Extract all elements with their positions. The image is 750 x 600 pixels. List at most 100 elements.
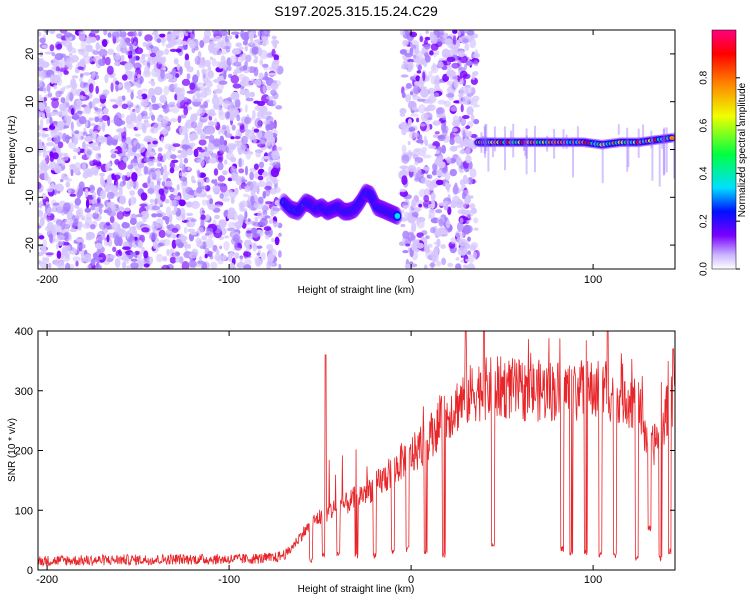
spectrogram-noise-cell [43,97,48,102]
spectrogram-noise-cell [80,253,86,263]
spectrogram-noise-cell [92,146,101,151]
spectrogram-noise-cell [432,52,437,58]
spectrogram-noise-cell [462,38,469,44]
spectrogram-noise-cell [261,30,270,37]
spectrogram-noise-cell [168,101,176,105]
spectrogram-smear [658,140,661,187]
spectrogram-smear [480,132,483,153]
spectrogram-noise-cell [140,210,150,220]
spectrogram-noise-cell [266,138,271,146]
spectrogram-noise-cell [104,184,111,193]
spectrogram-noise-cell [232,71,238,76]
spectrogram-noise-cell [142,116,151,120]
spectrogram-noise-cell [449,145,458,152]
spectrogram-noise-cell [85,212,93,220]
spectrogram-noise-cell [38,102,46,112]
spectrogram-noise-cell [430,32,435,42]
spectrogram-noise-cell [446,156,452,164]
spectrogram-noise-cell [60,220,66,230]
spectrogram-smear [484,138,487,158]
spectrogram-noise-cell [76,99,83,106]
spectrogram-noise-cell [204,253,208,259]
spectrogram-noise-cell [156,38,162,44]
spectrogram-noise-cell [458,37,462,43]
spectrogram-noise-cell [253,100,260,104]
spectrogram-noise-cell [272,100,277,105]
spectrogram-noise-cell [202,199,207,206]
spectrogram-noise-cell [109,216,115,224]
spectrogram-noise-cell [86,263,92,269]
spectrogram-noise-cell [101,39,108,48]
spectrogram-noise-cell [236,143,246,153]
spectrogram-noise-cell [168,145,172,153]
spectrogram-noise-cell [119,30,127,38]
spectrogram-noise-cell [161,181,166,187]
spectrogram-noise-cell [78,116,87,125]
spectrogram-smear [651,136,654,181]
spectrogram-noise-cell [434,75,440,83]
spectrogram-noise-cell [401,92,406,99]
spectrogram-noise-cell [403,61,408,70]
spectrogram-noise-cell [60,87,66,93]
snr-xtick-label: -200 [36,574,58,586]
spectrogram-noise-cell [79,73,84,78]
spectrogram-noise-cell [442,167,448,174]
spectrogram-noise-cell [278,263,282,269]
spectrogram-noise-cell [96,256,104,261]
spectrogram-noise-cell [425,30,429,34]
spectrogram-noise-cell [111,31,120,39]
spectrogram-noise-cell [120,113,125,119]
spectrogram-smear [637,128,640,158]
spectrogram-noise-cell [189,82,196,90]
spectrogram-noise-cell [275,146,283,151]
spectrogram-noise-cell [242,193,249,198]
spectrogram-noise-cell [203,86,212,96]
spectrogram-noise-cell [94,206,99,214]
spectrogram-noise-cell [442,129,448,137]
spectrogram-noise-cell [401,128,407,136]
spectrogram-noise-cell [472,251,478,259]
spectrogram-noise-cell [85,221,90,228]
spectrogram-noise-cell [407,141,411,146]
colorbar-gradient [711,29,737,270]
spectrogram-noise-cell [99,45,103,50]
spectrogram-noise-cell [231,124,236,131]
spectrogram-noise-cell [227,65,232,72]
spectrogram-noise-cell [262,85,266,94]
spectrogram-noise-cell [38,31,42,37]
spectrogram-noise-cell [267,253,275,263]
spectrogram-noise-cell [252,189,259,193]
spectrogram-noise-cell [126,100,132,105]
spectrogram-noise-cell [92,50,100,55]
spectrogram-noise-cell [227,177,233,182]
spectrogram-noise-cell [178,172,188,177]
spectrogram-ylabel: Frequency (Hz) [7,116,18,185]
spectrogram-noise-cell [425,235,430,240]
spectrogram-noise-cell [121,174,126,181]
spectrogram-noise-cell [51,152,59,160]
spectrogram-noise-cell [56,43,63,50]
spectrogram-noise-cell [129,251,136,256]
spectrogram-noise-cell [184,132,189,141]
spectrogram-noise-cell [201,235,208,241]
spectrogram-noise-cell [413,85,421,94]
spectrogram-smear [662,129,665,143]
spectrogram-noise-cell [107,116,111,127]
spectrogram-noise-cell [456,221,464,232]
spectrogram-noise-cell [191,121,198,129]
spectrogram-noise-cell [426,174,431,179]
spectrogram-noise-cell [169,78,177,83]
spectrogram-smear [663,127,666,175]
spectrogram-noise-cell [91,142,99,146]
spectrogram-smear [594,139,597,148]
spectrogram-noise-cell [441,48,450,59]
spectrogram-noise-cell [234,98,241,109]
spectrogram-noise-cell [470,207,477,215]
spectrogram-noise-cell [272,59,280,65]
spectrogram-noise-cell [431,169,438,176]
spectrogram-noise-cell [66,63,72,68]
spectrogram-noise-cell [433,245,439,256]
spectrogram-noise-cell [179,176,188,182]
spectrogram-noise-cell [272,207,282,212]
spectrogram-noise-cell [97,141,101,147]
